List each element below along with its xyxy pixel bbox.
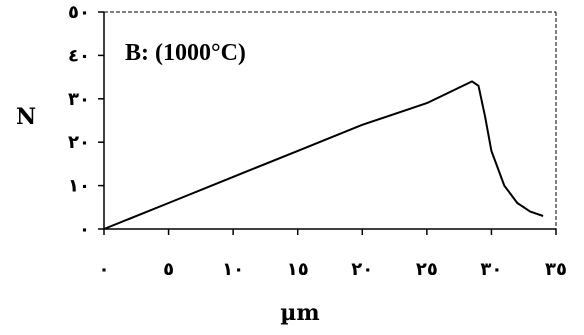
y-tick-label: ٤٠ <box>68 45 90 66</box>
x-tick-label: ٢٥ <box>416 259 438 280</box>
x-axis-tick-labels: ٠ ٥ ١٠ ١٥ ٢٠ ٢٥ ٣٠ ٣٥ <box>99 259 567 280</box>
y-axis-ticks <box>98 11 104 230</box>
x-tick-label: ٣٥ <box>545 259 567 280</box>
x-tick-label: ٢٠ <box>351 259 373 280</box>
y-axis-title: N <box>16 104 36 130</box>
series-line <box>103 80 544 230</box>
y-tick-label: ١٠ <box>68 176 90 197</box>
x-tick-label: ١٥ <box>287 259 309 280</box>
x-tick-label: ٣٠ <box>480 259 502 280</box>
x-tick-label: ٠ <box>99 259 110 280</box>
y-tick-label: ٢٠ <box>68 132 90 153</box>
x-tick-label: ٥ <box>163 259 174 280</box>
y-tick-label: ٥٠ <box>68 2 90 23</box>
y-tick-label: ٠ <box>79 219 90 240</box>
chart-title: B: (1000°C) <box>125 40 246 66</box>
y-axis-tick-labels: ٠ ١٠ ٢٠ ٣٠ ٤٠ ٥٠ <box>68 2 90 240</box>
x-axis-title: µm <box>280 300 319 326</box>
x-axis-ticks <box>103 229 557 235</box>
plot-frame <box>103 11 557 230</box>
y-tick-label: ٣٠ <box>68 89 90 110</box>
x-tick-label: ١٠ <box>222 259 244 280</box>
